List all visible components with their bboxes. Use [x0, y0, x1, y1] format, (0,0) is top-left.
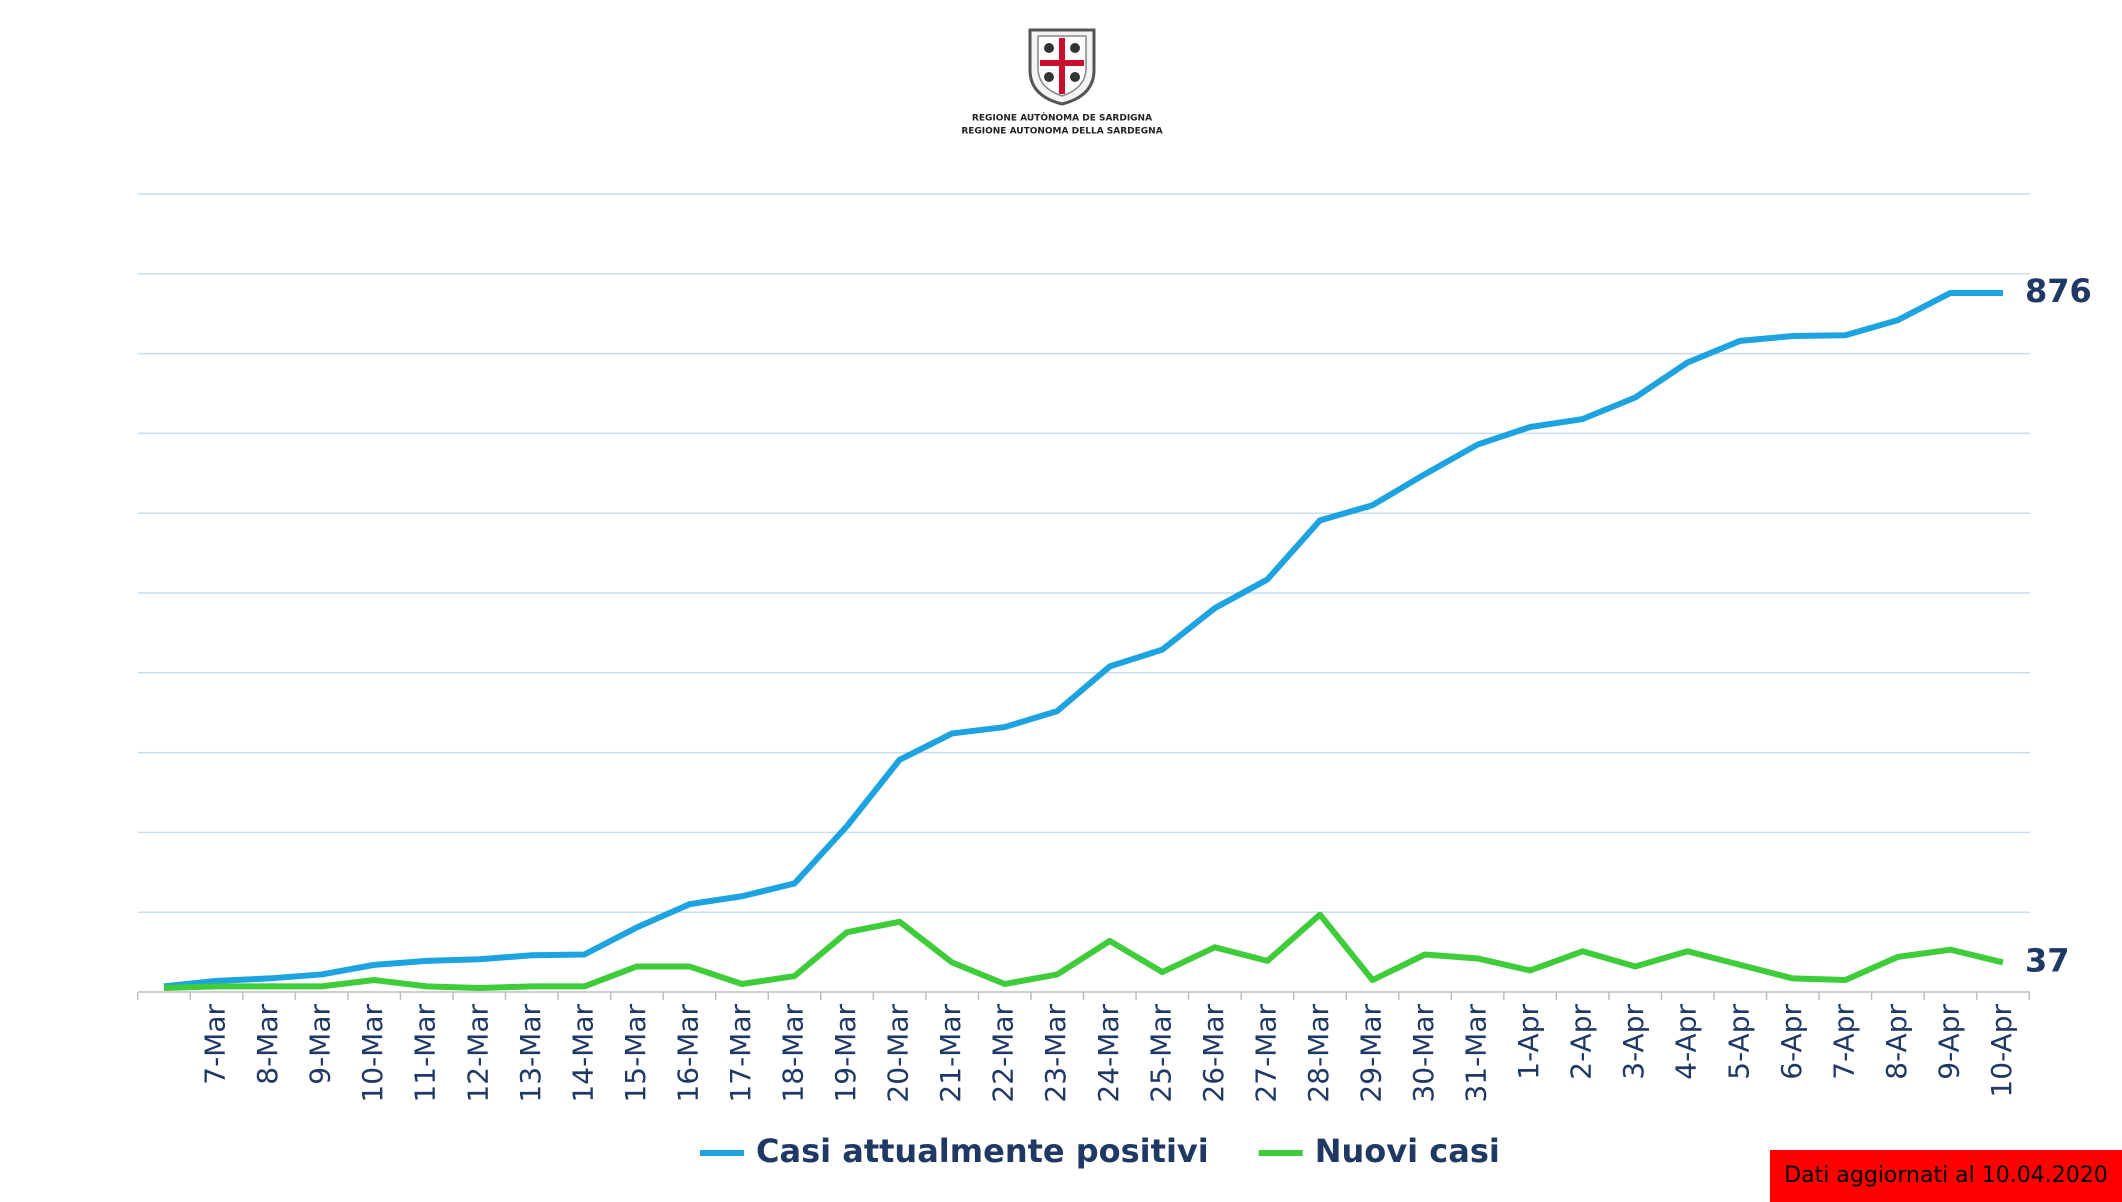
data-label: 876 — [2025, 272, 2092, 310]
x-tick-label: 27-Mar — [1249, 1004, 1282, 1103]
note-box — [1770, 1150, 2122, 1202]
header-line: REGIONE AUTONOMA DELLA SARDEGNA — [961, 127, 1162, 137]
x-tick-label: 18-Mar — [777, 1004, 810, 1103]
x-tick-label: 7-Mar — [199, 1004, 232, 1085]
x-tick-label: 26-Mar — [1197, 1004, 1230, 1103]
x-tick-label: 20-Mar — [882, 1004, 915, 1103]
x-tick-label: 8-Mar — [251, 1004, 284, 1085]
x-tick-label: 30-Mar — [1407, 1004, 1440, 1103]
legend-label: Casi attualmente positivi — [756, 1132, 1209, 1170]
x-tick-label: 14-Mar — [566, 1004, 599, 1103]
series-line — [163, 289, 2003, 990]
x-tick-label: 8-Apr — [1880, 1004, 1913, 1080]
header-line: REGIONE AUTÒNOMA DE SARDIGNA — [972, 112, 1152, 124]
x-tick-label: 17-Mar — [724, 1004, 757, 1103]
x-tick-label: 25-Mar — [1144, 1004, 1177, 1103]
x-tick-label: 29-Mar — [1354, 1004, 1387, 1103]
note: Dati aggiornati al 10.04.2020 — [1784, 1163, 2108, 1188]
data-label: 37 — [2025, 941, 2070, 979]
x-tick-label: 12-Mar — [461, 1004, 494, 1103]
x-tick-label: 4-Apr — [1670, 1004, 1703, 1080]
x-tick-label: 1-Apr — [1512, 1004, 1545, 1080]
x-tick-label: 31-Mar — [1460, 1004, 1493, 1103]
x-tick-label: 23-Mar — [1039, 1004, 1072, 1103]
x-tick-label: 15-Mar — [619, 1004, 652, 1103]
series-line — [163, 911, 2004, 992]
x-tick-label: 7-Apr — [1827, 1004, 1860, 1080]
x-tick-label: 9-Apr — [1932, 1004, 1965, 1080]
x-tick-label: 10-Apr — [1985, 1004, 2018, 1098]
x-tick-label: 21-Mar — [934, 1004, 967, 1103]
x-tick-label: 10-Mar — [356, 1004, 389, 1103]
x-tick-label: 3-Apr — [1617, 1004, 1650, 1080]
legend-label: Nuovi casi — [1315, 1132, 1500, 1170]
x-tick-label: 24-Mar — [1092, 1004, 1125, 1103]
x-tick-label: 5-Apr — [1722, 1004, 1755, 1080]
x-tick-label: 22-Mar — [987, 1004, 1020, 1103]
x-tick-label: 6-Apr — [1775, 1004, 1808, 1080]
x-tick-label: 13-Mar — [514, 1004, 547, 1103]
logo — [1028, 28, 1096, 106]
x-tick-label: 16-Mar — [671, 1004, 704, 1103]
x-tick-label: 9-Mar — [304, 1004, 337, 1085]
x-tick-label: 19-Mar — [829, 1004, 862, 1103]
x-tick-label: 28-Mar — [1302, 1004, 1335, 1103]
x-tick-label: 11-Mar — [409, 1004, 442, 1103]
x-tick-label: 2-Apr — [1565, 1004, 1598, 1080]
